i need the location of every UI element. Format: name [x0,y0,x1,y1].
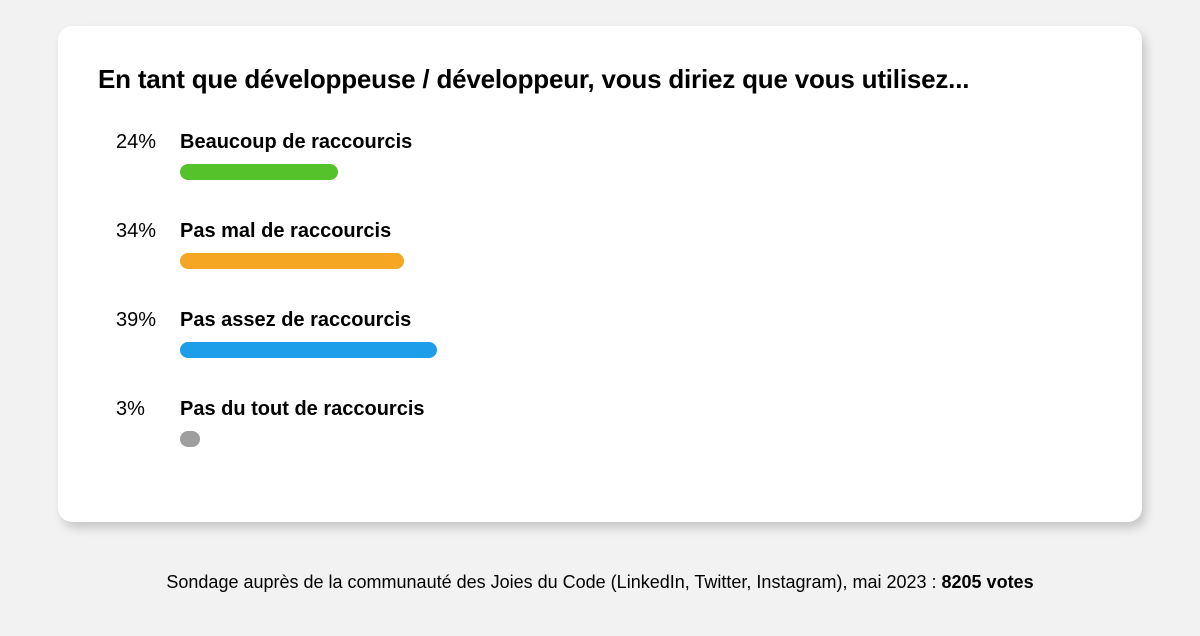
bar-track [180,431,1102,447]
option-label: Pas assez de raccourcis [180,309,1102,332]
bar-fill [180,164,338,180]
caption-text: Sondage auprès de la communauté des Joie… [166,572,941,592]
poll-card: En tant que développeuse / développeur, … [58,26,1142,522]
poll-title: En tant que développeuse / développeur, … [98,64,1102,95]
bar-track [180,342,1102,358]
poll-option: 39% Pas assez de raccourcis [116,309,1102,358]
poll-option: 24% Beaucoup de raccourcis [116,131,1102,180]
option-label: Pas du tout de raccourcis [180,398,1102,421]
option-percent: 39% [116,309,180,332]
option-body: Beaucoup de raccourcis [180,131,1102,180]
option-label: Beaucoup de raccourcis [180,131,1102,154]
poll-caption: Sondage auprès de la communauté des Joie… [0,572,1200,593]
bar-track [180,164,1102,180]
poll-option: 34% Pas mal de raccourcis [116,220,1102,269]
option-percent: 24% [116,131,180,154]
option-percent: 3% [116,398,180,421]
bar-fill [180,253,404,269]
option-body: Pas du tout de raccourcis [180,398,1102,447]
poll-options: 24% Beaucoup de raccourcis 34% Pas mal d… [98,131,1102,447]
option-body: Pas assez de raccourcis [180,309,1102,358]
option-body: Pas mal de raccourcis [180,220,1102,269]
bar-fill [180,342,437,358]
bar-fill [180,431,200,447]
option-percent: 34% [116,220,180,243]
poll-option: 3% Pas du tout de raccourcis [116,398,1102,447]
option-label: Pas mal de raccourcis [180,220,1102,243]
caption-votes: 8205 votes [942,572,1034,592]
bar-track [180,253,1102,269]
